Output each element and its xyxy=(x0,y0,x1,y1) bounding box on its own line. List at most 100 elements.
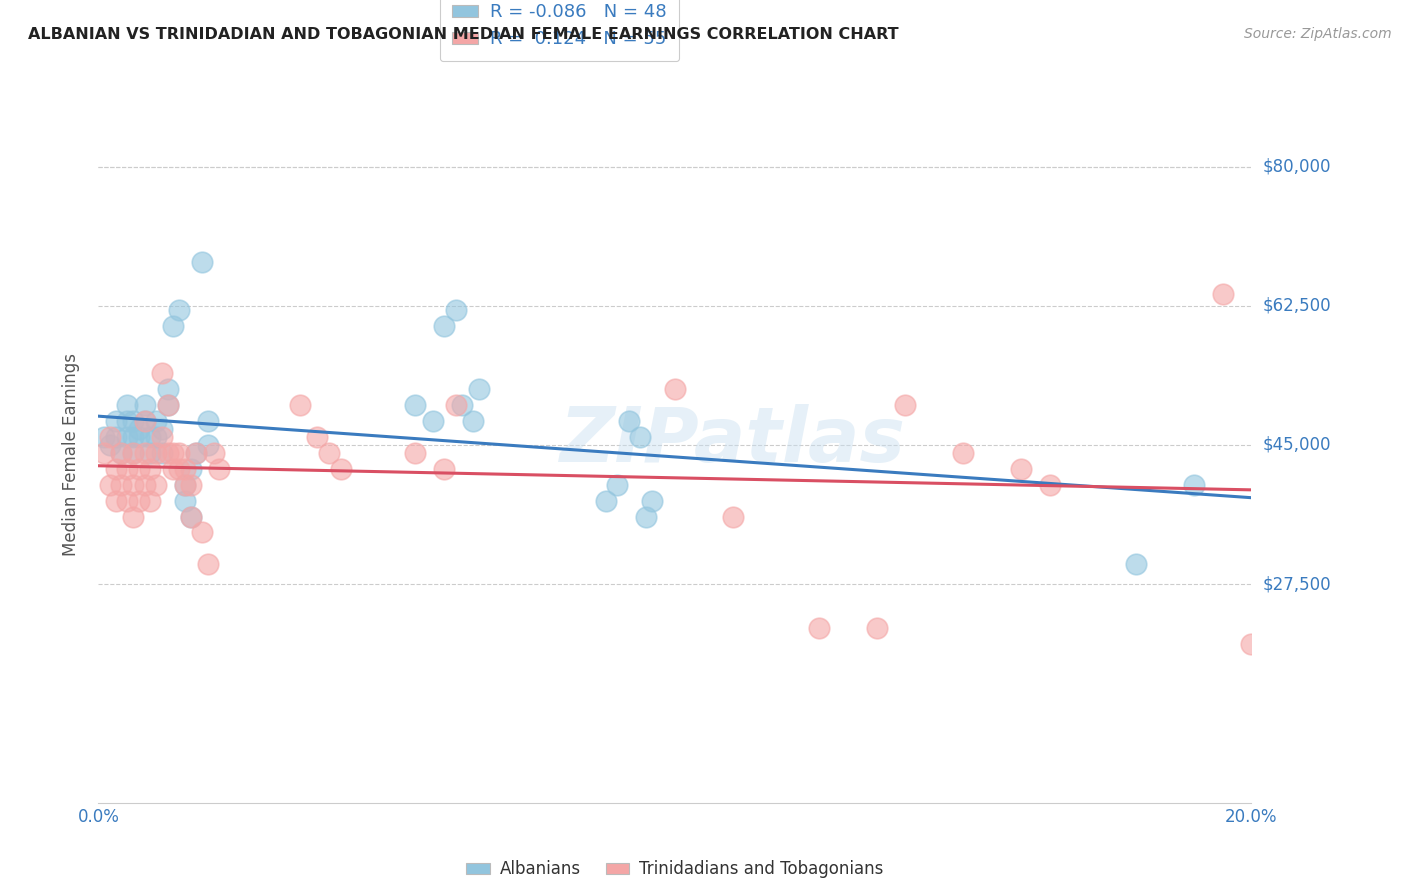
Point xyxy=(104,414,127,428)
Point xyxy=(122,509,145,524)
Point xyxy=(167,446,190,460)
Point xyxy=(110,446,132,460)
Point xyxy=(405,398,427,412)
Point xyxy=(461,414,484,428)
Point xyxy=(128,422,150,436)
Point xyxy=(894,398,917,412)
Point xyxy=(162,462,184,476)
Point xyxy=(145,414,167,428)
Point xyxy=(307,430,329,444)
Point xyxy=(167,302,190,317)
Point xyxy=(180,509,202,524)
Point xyxy=(174,477,197,491)
Point xyxy=(134,414,156,428)
Point xyxy=(128,493,150,508)
Point xyxy=(197,438,219,452)
Point xyxy=(139,430,162,444)
Point xyxy=(167,462,190,476)
Point xyxy=(98,438,121,452)
Point xyxy=(104,462,127,476)
Point xyxy=(122,414,145,428)
Point xyxy=(134,446,156,460)
Point xyxy=(110,477,132,491)
Point xyxy=(134,414,156,428)
Point xyxy=(128,462,150,476)
Text: $62,500: $62,500 xyxy=(1263,297,1331,315)
Point xyxy=(162,446,184,460)
Point xyxy=(122,446,145,460)
Point xyxy=(1240,637,1263,651)
Point xyxy=(329,462,352,476)
Point xyxy=(721,509,744,524)
Point xyxy=(191,255,214,269)
Point xyxy=(117,398,138,412)
Point xyxy=(191,525,214,540)
Point xyxy=(617,414,640,428)
Point xyxy=(122,446,145,460)
Text: Source: ZipAtlas.com: Source: ZipAtlas.com xyxy=(1244,27,1392,41)
Point xyxy=(156,382,179,396)
Point xyxy=(150,422,173,436)
Point xyxy=(134,398,156,412)
Point xyxy=(636,509,658,524)
Point xyxy=(433,462,456,476)
Point xyxy=(117,462,138,476)
Point xyxy=(468,382,491,396)
Point xyxy=(104,493,127,508)
Point xyxy=(145,477,167,491)
Point xyxy=(444,302,467,317)
Point xyxy=(952,446,974,460)
Point xyxy=(1038,477,1062,491)
Point xyxy=(1125,558,1147,572)
Point xyxy=(150,446,173,460)
Point xyxy=(433,318,456,333)
Point xyxy=(156,446,179,460)
Point xyxy=(180,477,202,491)
Point xyxy=(197,558,219,572)
Point xyxy=(606,477,628,491)
Point xyxy=(98,430,121,444)
Y-axis label: Median Female Earnings: Median Female Earnings xyxy=(62,353,80,557)
Point xyxy=(866,621,889,635)
Point xyxy=(807,621,830,635)
Point xyxy=(180,462,202,476)
Point xyxy=(1010,462,1032,476)
Point xyxy=(150,367,173,381)
Point xyxy=(318,446,340,460)
Point xyxy=(180,509,202,524)
Point xyxy=(628,430,651,444)
Point xyxy=(156,398,179,412)
Point xyxy=(186,446,208,460)
Text: $45,000: $45,000 xyxy=(1263,436,1331,454)
Point xyxy=(139,446,162,460)
Point xyxy=(139,462,162,476)
Point xyxy=(174,462,197,476)
Point xyxy=(595,493,617,508)
Point xyxy=(98,477,121,491)
Point xyxy=(162,318,184,333)
Point xyxy=(450,398,472,412)
Point xyxy=(104,430,127,444)
Point xyxy=(405,446,427,460)
Point xyxy=(641,493,664,508)
Point xyxy=(145,446,167,460)
Point xyxy=(444,398,467,412)
Point xyxy=(1212,286,1234,301)
Point xyxy=(134,477,156,491)
Text: $27,500: $27,500 xyxy=(1263,575,1331,593)
Point xyxy=(664,382,686,396)
Point xyxy=(208,462,231,476)
Legend: Albanians, Trinidadians and Tobagonians: Albanians, Trinidadians and Tobagonians xyxy=(460,854,890,885)
Point xyxy=(150,430,173,444)
Point xyxy=(174,477,197,491)
Point xyxy=(117,430,138,444)
Point xyxy=(117,414,138,428)
Text: ALBANIAN VS TRINIDADIAN AND TOBAGONIAN MEDIAN FEMALE EARNINGS CORRELATION CHART: ALBANIAN VS TRINIDADIAN AND TOBAGONIAN M… xyxy=(28,27,898,42)
Point xyxy=(156,398,179,412)
Point xyxy=(128,430,150,444)
Text: $80,000: $80,000 xyxy=(1263,158,1331,176)
Point xyxy=(110,446,132,460)
Text: ZIPatlas: ZIPatlas xyxy=(560,404,905,478)
Point xyxy=(139,493,162,508)
Point xyxy=(197,414,219,428)
